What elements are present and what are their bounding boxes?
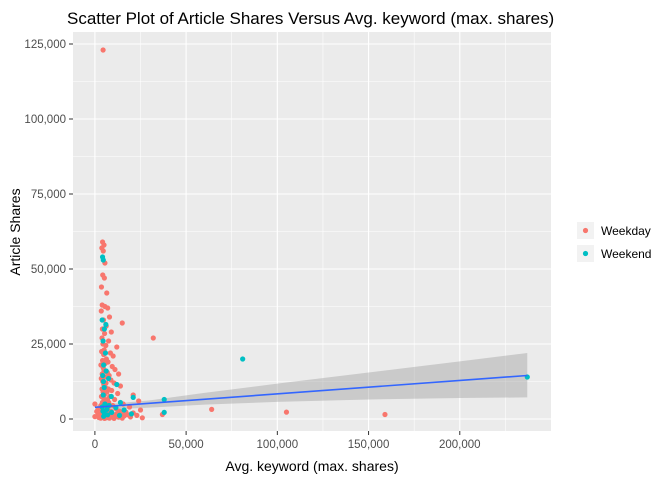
- point-weekend: [104, 406, 110, 412]
- point-weekend: [108, 393, 114, 400]
- y-tick-label: 50,000: [31, 264, 66, 276]
- y-tick-label: 0: [60, 414, 66, 426]
- point-weekend: [100, 372, 106, 379]
- point-weekday: [101, 330, 108, 337]
- point-weekday: [119, 320, 125, 326]
- grid-major: [73, 32, 551, 431]
- point-weekday: [104, 290, 110, 296]
- smooth-line-layer: [94, 374, 528, 409]
- point-weekday: [98, 284, 105, 290]
- legend: Weekday Weekend: [577, 222, 651, 262]
- point-weekday: [101, 275, 107, 281]
- legend-label-weekday: Weekday: [601, 224, 651, 238]
- point-weekend: [130, 394, 136, 400]
- point-weekend: [128, 411, 134, 417]
- point-weekend: [100, 378, 107, 385]
- y-tick-label: 125,000: [24, 39, 66, 51]
- legend-marker-weekday: [582, 227, 589, 234]
- point-weekday: [100, 47, 106, 53]
- point-weekend: [101, 413, 107, 419]
- point-weekday: [115, 390, 121, 397]
- point-weekday: [112, 366, 118, 373]
- point-weekday: [111, 415, 117, 421]
- point-weekend: [116, 412, 123, 418]
- legend-label-weekend: Weekend: [601, 247, 651, 261]
- x-tick-label: 50,000: [169, 439, 204, 451]
- point-weekday: [100, 248, 106, 254]
- point-weekday: [139, 415, 145, 421]
- y-tick-label: 100,000: [24, 114, 66, 126]
- point-weekday: [108, 329, 114, 335]
- x-tick-label: 200,000: [439, 439, 481, 451]
- point-weekday: [103, 342, 109, 349]
- point-weekend: [103, 321, 109, 328]
- point-weekend: [101, 326, 107, 332]
- point-weekend: [105, 375, 112, 382]
- point-weekday: [150, 335, 156, 341]
- point-weekday: [134, 412, 140, 418]
- point-weekend: [117, 399, 124, 406]
- x-tick-label: 100,000: [257, 439, 299, 451]
- point-weekend: [114, 381, 120, 388]
- y-axis-ticks: 0 25,000 50,000 75,000 100,000 125,000: [24, 39, 73, 426]
- x-tick-label: 0: [92, 439, 98, 451]
- point-weekday: [137, 407, 144, 413]
- x-axis-title: Avg. keyword (max. shares): [225, 458, 398, 474]
- point-weekend: [161, 396, 167, 403]
- point-weekday: [209, 406, 215, 412]
- y-tick-label: 25,000: [31, 339, 66, 351]
- point-weekday: [114, 344, 120, 350]
- point-weekday: [136, 398, 142, 404]
- point-weekend: [121, 407, 127, 413]
- point-weekday: [382, 411, 388, 418]
- point-weekday: [116, 371, 122, 377]
- point-weekend: [105, 412, 111, 418]
- point-weekend: [161, 409, 167, 415]
- point-weekend: [109, 409, 115, 415]
- legend-marker-weekend: [582, 250, 589, 257]
- point-weekday: [98, 308, 104, 314]
- point-weekday: [92, 414, 98, 420]
- y-axis-title: Article Shares: [7, 188, 23, 275]
- point-weekend: [103, 368, 109, 374]
- point-weekend: [102, 350, 109, 356]
- point-weekend: [240, 356, 246, 362]
- point-weekday: [110, 353, 116, 359]
- point-weekday: [106, 314, 113, 320]
- point-weekday: [105, 305, 111, 311]
- point-weekend: [101, 362, 107, 368]
- confidence-band: [94, 353, 528, 410]
- point-weekday: [111, 396, 118, 403]
- point-weekend: [100, 257, 106, 263]
- smooth-line: [94, 374, 528, 409]
- chart-title: Scatter Plot of Article Shares Versus Av…: [67, 9, 554, 28]
- point-weekday: [126, 404, 133, 410]
- point-weekend: [99, 317, 105, 323]
- point-weekend: [101, 384, 107, 391]
- point-weekday: [283, 409, 290, 415]
- point-weekend: [100, 392, 106, 398]
- point-weekday: [109, 387, 115, 394]
- x-tick-label: 150,000: [348, 439, 390, 451]
- grid-minor: [73, 32, 551, 431]
- point-weekday: [92, 401, 98, 407]
- point-weekend: [100, 338, 106, 344]
- y-tick-label: 75,000: [31, 189, 66, 201]
- confidence-band-layer: [94, 353, 528, 410]
- x-axis-ticks: 0 50,000 100,000 150,000 200,000: [92, 431, 481, 451]
- point-weekday: [105, 338, 112, 344]
